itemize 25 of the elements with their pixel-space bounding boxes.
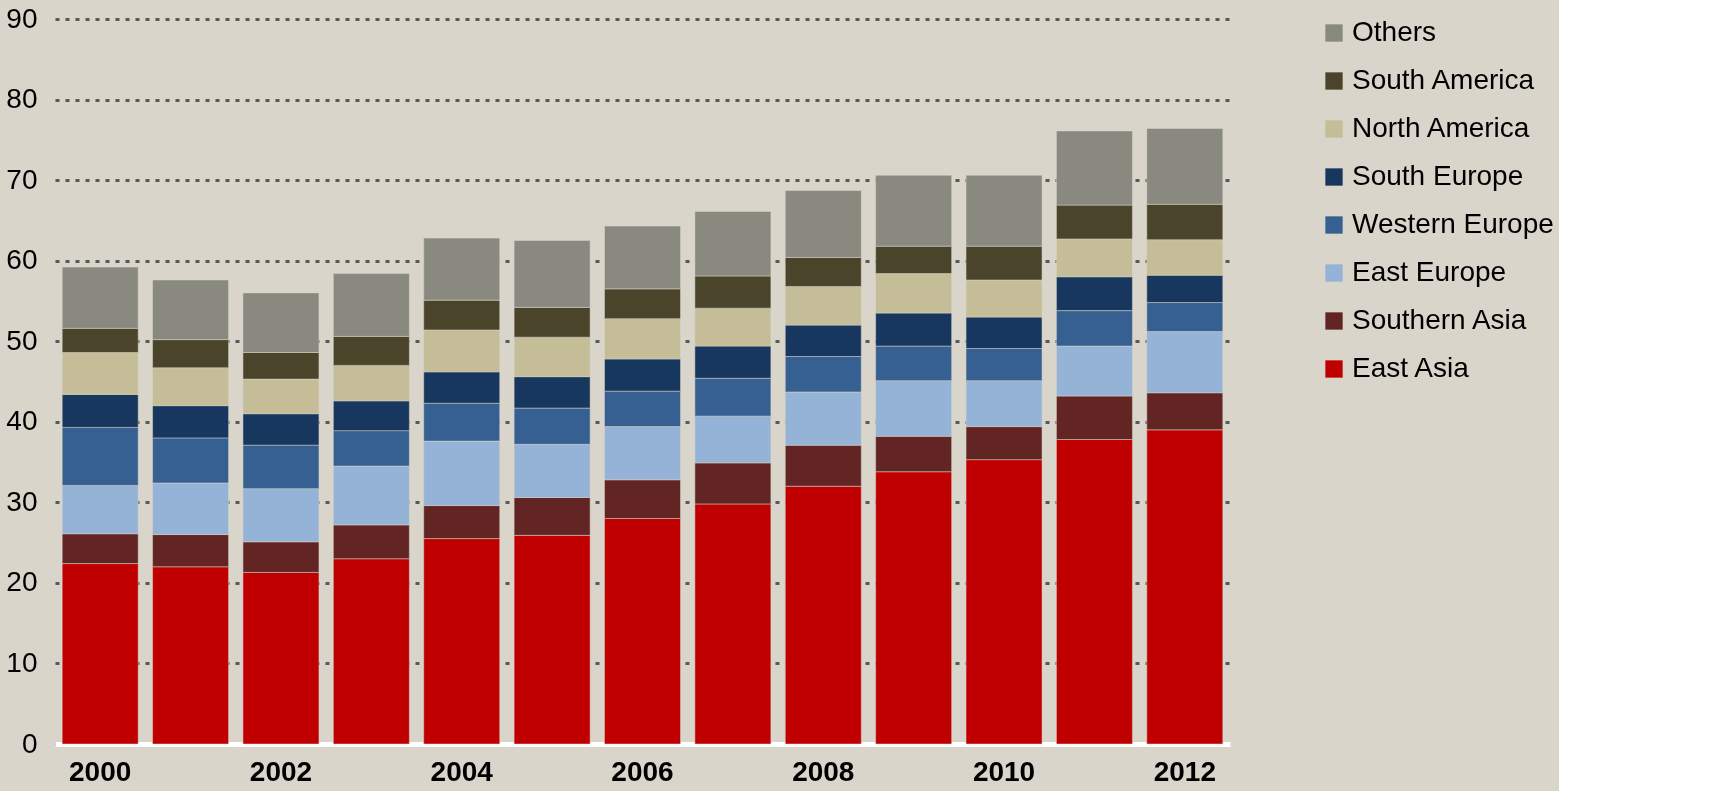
y-tick-label: 70 <box>6 163 38 195</box>
x-tick-label: 2002 <box>249 755 313 787</box>
y-tick-label: 20 <box>6 566 38 598</box>
legend-label: East Asia <box>1352 352 1470 383</box>
x-tick-label: 2004 <box>430 755 494 787</box>
x-tick-label: 2010 <box>972 755 1036 787</box>
y-tick-label: 50 <box>6 324 38 356</box>
y-tick-label: 90 <box>6 2 38 34</box>
legend-label: South America <box>1352 64 1535 95</box>
x-tick-label: 2000 <box>69 755 132 787</box>
x-tick-label: 2008 <box>792 755 855 787</box>
y-tick-label: 40 <box>6 405 38 437</box>
x-tick-label: 2006 <box>611 755 674 787</box>
x-tick-label: 2012 <box>1153 755 1216 787</box>
legend-label: Western Europe <box>1352 208 1554 239</box>
y-tick-label: 0 <box>21 727 38 759</box>
legend-label: Others <box>1352 16 1437 47</box>
y-tick-label: 80 <box>6 83 38 115</box>
legend-label: South Europe <box>1352 160 1524 191</box>
y-tick-label: 10 <box>6 646 38 678</box>
y-tick-label: 30 <box>6 485 38 517</box>
legend-label: Southern Asia <box>1352 304 1527 335</box>
y-tick-label: 60 <box>6 244 38 276</box>
legend-label: East Europe <box>1352 256 1507 287</box>
legend-label: North America <box>1352 112 1530 143</box>
